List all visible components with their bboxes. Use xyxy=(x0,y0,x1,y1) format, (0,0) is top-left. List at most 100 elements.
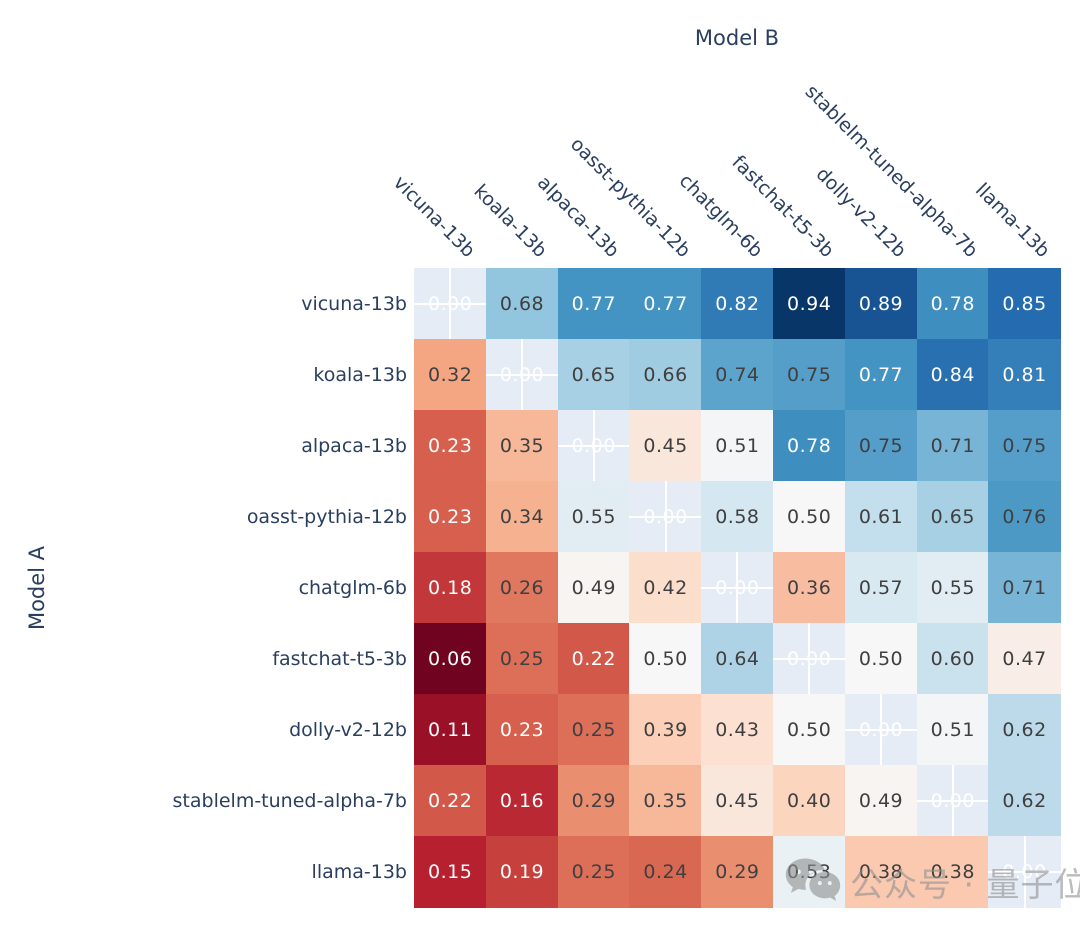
heatmap-cell: 0.34 xyxy=(485,481,559,553)
heatmap-cell: 0.29 xyxy=(557,765,630,837)
heatmap-cell: 0.23 xyxy=(485,694,559,766)
heatmap-cell: 0.35 xyxy=(629,765,702,837)
cell-value: 0.38 xyxy=(930,861,975,884)
heatmap-cell: 0.23 xyxy=(414,481,487,553)
heatmap-cell: 0.25 xyxy=(557,836,630,909)
y-tick-label: llama-13b xyxy=(311,860,407,883)
cell-value: 0.00 xyxy=(428,292,473,315)
cell-value: 0.62 xyxy=(1002,719,1047,742)
cell-value: 0.82 xyxy=(715,292,760,315)
heatmap-cell: 0.49 xyxy=(557,552,630,624)
cell-value: 0.23 xyxy=(499,719,545,742)
cell-value: 0.65 xyxy=(571,363,616,386)
y-tick-label: oasst-pythia-12b xyxy=(246,505,407,528)
heatmap-cell: 0.16 xyxy=(485,765,559,837)
cell-value: 0.35 xyxy=(499,434,545,457)
y-tick-label: vicuna-13b xyxy=(301,292,407,315)
cell-value: 0.29 xyxy=(571,790,616,813)
heatmap-cell: 0.81 xyxy=(988,339,1061,411)
heatmap-cell: 0.50 xyxy=(844,623,918,695)
heatmap-cell: 0.50 xyxy=(773,694,846,766)
x-tick-label: llama-13b xyxy=(970,178,1054,262)
x-tick-label: oasst-pythia-12b xyxy=(566,133,695,262)
watermark-text: 公众号 · 量子位 xyxy=(850,865,1080,904)
heatmap-cell: 0.71 xyxy=(916,410,989,482)
cell-value: 0.00 xyxy=(715,577,760,599)
cell-value: 0.00 xyxy=(1002,861,1047,884)
cell-value: 0.81 xyxy=(1002,363,1047,386)
gridline xyxy=(951,765,954,837)
cell-value: 0.29 xyxy=(715,861,760,884)
heatmap-cell: 0.43 xyxy=(701,694,774,766)
cell-value: 0.43 xyxy=(715,719,760,742)
cell-value: 0.25 xyxy=(571,719,616,742)
heatmap-cell: 0.23 xyxy=(414,410,487,482)
gridline xyxy=(1023,836,1026,909)
heatmap-cell: 0.78 xyxy=(773,410,846,482)
cell-value: 0.51 xyxy=(715,434,760,457)
heatmap-cell: 0.25 xyxy=(485,623,559,695)
heatmap-cell: 0.00 xyxy=(557,410,630,482)
cell-value: 0.22 xyxy=(571,648,616,671)
cell-value: 0.55 xyxy=(571,505,616,528)
cell-value: 0.15 xyxy=(428,861,473,884)
heatmap-cell: 0.64 xyxy=(701,623,774,695)
cell-value: 0.38 xyxy=(858,861,904,884)
cell-value: 0.23 xyxy=(428,434,473,457)
heatmap-cell: 0.55 xyxy=(557,481,630,553)
y-tick-label: koala-13b xyxy=(313,363,407,386)
cell-value: 0.71 xyxy=(1002,577,1047,599)
cell-value: 0.77 xyxy=(643,292,688,315)
cell-value: 0.22 xyxy=(428,790,473,813)
cell-value: 0.50 xyxy=(858,648,904,671)
heatmap-cell: 0.39 xyxy=(629,694,702,766)
heatmap-cell: 0.00 xyxy=(414,268,487,340)
heatmap-cell: 0.75 xyxy=(988,410,1061,482)
y-tick-label: stablelm-tuned-alpha-7b xyxy=(172,789,407,812)
cell-value: 0.26 xyxy=(499,577,545,599)
heatmap-cell: 0.57 xyxy=(844,552,918,624)
gridline xyxy=(664,481,667,553)
heatmap-cell: 0.66 xyxy=(629,339,702,411)
cell-value: 0.55 xyxy=(930,577,975,599)
cell-value: 0.66 xyxy=(643,363,688,386)
cell-value: 0.75 xyxy=(787,363,832,386)
gridline xyxy=(449,268,452,340)
heatmap-cell: 0.06 xyxy=(414,623,487,695)
cell-value: 0.78 xyxy=(930,292,975,315)
y-tick-label: fastchat-t5-3b xyxy=(272,647,407,670)
heatmap-cell: 0.00 xyxy=(988,836,1061,909)
cell-value: 0.32 xyxy=(428,363,473,386)
cell-value: 0.76 xyxy=(1002,505,1047,528)
heatmap-cell: 0.62 xyxy=(988,765,1061,837)
cell-value: 0.39 xyxy=(643,719,688,742)
cell-value: 0.49 xyxy=(858,790,904,813)
cell-value: 0.84 xyxy=(930,363,975,386)
heatmap-cell: 0.78 xyxy=(916,268,989,340)
cell-value: 0.25 xyxy=(571,861,616,884)
cell-value: 0.11 xyxy=(428,719,473,742)
x-tick-label: vicuna-13b xyxy=(389,171,480,262)
cell-value: 0.45 xyxy=(643,434,688,457)
heatmap-cell: 0.11 xyxy=(414,694,487,766)
heatmap-cell: 0.00 xyxy=(773,623,846,695)
heatmap-cell: 0.85 xyxy=(988,268,1061,340)
wechat-icon xyxy=(784,856,842,908)
cell-value: 0.64 xyxy=(715,648,760,671)
cell-value: 0.24 xyxy=(643,861,688,884)
heatmap-cell: 0.36 xyxy=(773,552,846,624)
heatmap-cell: 0.75 xyxy=(844,410,918,482)
heatmap-cell: 0.00 xyxy=(485,339,559,411)
cell-value: 0.25 xyxy=(499,648,545,671)
cell-value: 0.47 xyxy=(1002,648,1047,671)
heatmap-cell: 0.89 xyxy=(844,268,918,340)
cell-value: 0.06 xyxy=(428,648,473,671)
heatmap-cell: 0.35 xyxy=(485,410,559,482)
cell-value: 0.40 xyxy=(787,790,832,813)
heatmap-cell: 0.45 xyxy=(629,410,702,482)
heatmap-cell: 0.51 xyxy=(916,694,989,766)
heatmap-cell: 0.51 xyxy=(701,410,774,482)
heatmap-cell: 0.50 xyxy=(629,623,702,695)
heatmap-cell: 0.61 xyxy=(844,481,918,553)
